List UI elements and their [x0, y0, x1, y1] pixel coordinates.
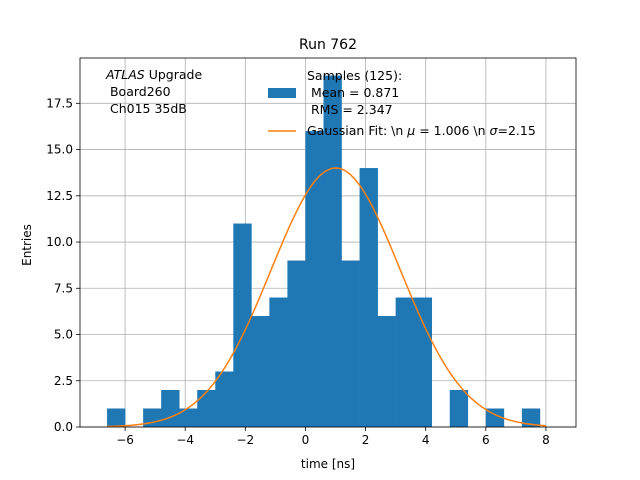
- histogram-bar: [521, 408, 541, 427]
- x-tick-label: −4: [176, 433, 194, 447]
- histogram-bar: [377, 316, 396, 427]
- x-tick-label: 2: [362, 433, 370, 447]
- annotation-line-1: ATLAS Upgrade: [105, 67, 202, 82]
- histogram-bar: [179, 408, 198, 427]
- plot-frame: [79, 57, 577, 428]
- y-tick-label: 2.5: [54, 374, 73, 388]
- y-axis-label: Entries: [20, 224, 34, 266]
- x-tick-label: 6: [482, 433, 490, 447]
- annotation-upgrade-word: Upgrade: [149, 67, 203, 82]
- histogram-bar: [269, 297, 288, 427]
- legend-fit-label: Gaussian Fit: \n μ = 1.006 \n σ=2.15: [307, 123, 536, 138]
- histogram-bar: [161, 390, 180, 427]
- x-tick-label: 0: [302, 433, 310, 447]
- y-tick-label: 15.0: [46, 143, 73, 157]
- histogram-bar: [485, 408, 505, 427]
- legend-sigma-symbol: σ: [490, 123, 499, 138]
- legend-fit-prefix: Gaussian Fit: \n: [307, 123, 407, 138]
- annotation-line-2: Board260: [106, 84, 171, 99]
- legend-mean-value: Mean = 0.871: [311, 85, 399, 100]
- x-tick-label: −6: [116, 433, 134, 447]
- histogram-bars: [107, 75, 541, 428]
- annotation-atlas: ATLAS: [105, 67, 145, 82]
- chart-title: Run 762: [299, 37, 357, 53]
- histogram-bar: [143, 408, 162, 427]
- legend-rms-line: RMS = 2.347: [307, 102, 393, 117]
- legend: Samples (125): Mean = 0.871 RMS = 2.347 …: [268, 68, 536, 138]
- annotation-line-3: Ch015 35dB: [106, 101, 187, 116]
- histogram-bar: [323, 75, 342, 428]
- y-tick-label: 10.0: [46, 235, 73, 249]
- histogram-bar: [359, 168, 378, 428]
- x-tick-label: −2: [236, 433, 254, 447]
- legend-mean-line: Mean = 0.871: [307, 85, 399, 100]
- histogram-bar: [233, 223, 252, 427]
- y-tick-label: 7.5: [54, 281, 73, 295]
- x-axis-ticks: −6 −4 −2 0 2 4 6 8: [116, 427, 550, 447]
- gaussian-fit-curve: [107, 167, 546, 428]
- legend-mu-symbol: μ: [406, 123, 415, 138]
- histogram-bar: [287, 260, 306, 427]
- legend-samples-line: Samples (125):: [307, 68, 402, 83]
- y-tick-label: 5.0: [54, 328, 73, 342]
- atlas-annotation: ATLAS Upgrade Board260 Ch015 35dB: [105, 67, 202, 116]
- histogram-bar: [413, 297, 433, 427]
- legend-sigma-value: =2.15: [497, 123, 535, 138]
- y-tick-label: 12.5: [46, 189, 73, 203]
- annotation-board: Board260: [110, 84, 171, 99]
- histogram-bar: [215, 371, 234, 427]
- legend-mu-value: = 1.006 \n: [415, 123, 489, 138]
- x-axis-label: time [ns]: [301, 457, 355, 471]
- histogram-bar: [251, 316, 270, 427]
- histogram-bar: [449, 390, 469, 427]
- histogram-bar: [341, 260, 360, 427]
- histogram-bar: [395, 297, 414, 427]
- x-tick-label: 4: [422, 433, 430, 447]
- annotation-channel: Ch015 35dB: [110, 101, 187, 116]
- legend-histogram-swatch: [268, 88, 296, 98]
- histogram-bar: [197, 390, 216, 427]
- x-tick-label: 8: [542, 433, 550, 447]
- y-axis-ticks: 0.0 2.5 5.0 7.5 10.0 12.5 15.0 17.5: [46, 96, 80, 434]
- legend-rms-value: RMS = 2.347: [311, 102, 393, 117]
- y-tick-label: 17.5: [46, 96, 73, 110]
- y-tick-label: 0.0: [54, 420, 73, 434]
- histogram-bar: [305, 131, 324, 427]
- histogram-bar: [107, 408, 126, 427]
